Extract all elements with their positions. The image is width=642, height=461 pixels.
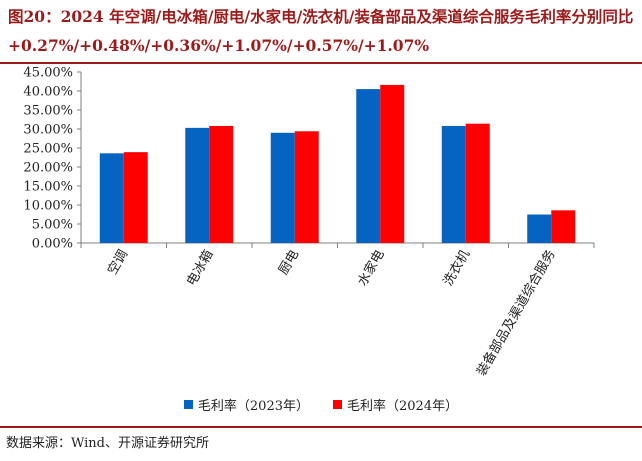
bar-2024-4 <box>465 123 490 243</box>
title-divider <box>0 62 642 64</box>
x-category-label: 厨电 <box>276 248 302 278</box>
bar-2024-0 <box>123 152 148 243</box>
bar-2023-3 <box>356 89 381 243</box>
legend-label-2024: 毛利率（2024年） <box>347 399 459 414</box>
y-tick-label: 5.00% <box>32 218 73 233</box>
x-category-label: 水家电 <box>354 247 387 289</box>
legend-swatch-2023 <box>183 400 193 409</box>
bar-2023-4 <box>441 125 466 243</box>
page-title: 图20：2024 年空调/电冰箱/厨电/水家电/洗衣机/装备部品及渠道综合服务毛… <box>8 7 634 55</box>
y-tick-label: 0.00% <box>32 237 73 252</box>
y-tick-label: 15.00% <box>23 180 73 195</box>
bar-2024-5 <box>551 210 576 243</box>
bar-2023-5 <box>527 214 552 243</box>
bar-2024-2 <box>294 131 319 243</box>
x-category-label: 空调 <box>105 248 131 278</box>
bar-2024-3 <box>380 84 405 243</box>
y-tick-label: 10.00% <box>23 199 73 214</box>
footer-divider <box>0 426 642 428</box>
legend-item-2023: 毛利率（2023年） <box>183 395 309 414</box>
y-tick-label: 30.00% <box>23 123 73 138</box>
source-note: 数据来源：Wind、开源证券研究所 <box>6 436 209 451</box>
bar-2023-0 <box>99 153 124 243</box>
y-tick-label: 25.00% <box>23 142 73 157</box>
bar-2023-1 <box>185 127 210 243</box>
bar-2024-1 <box>209 125 234 243</box>
legend-label-2023: 毛利率（2023年） <box>197 399 309 414</box>
y-tick-label: 20.00% <box>23 161 73 176</box>
x-category-label: 洗衣机 <box>440 247 473 289</box>
legend-swatch-2024 <box>333 400 342 409</box>
x-category-label: 装备部品及渠道综合服务 <box>473 247 558 379</box>
y-tick-label: 45.00% <box>23 66 73 81</box>
bar-2023-2 <box>270 132 295 243</box>
legend-item-2024: 毛利率（2024年） <box>333 395 458 414</box>
y-tick-label: 35.00% <box>23 104 73 119</box>
chart-legend: 毛利率（2023年） 毛利率（2024年） <box>0 395 642 414</box>
x-category-label: 电冰箱 <box>183 247 216 289</box>
y-tick-label: 40.00% <box>23 85 73 100</box>
